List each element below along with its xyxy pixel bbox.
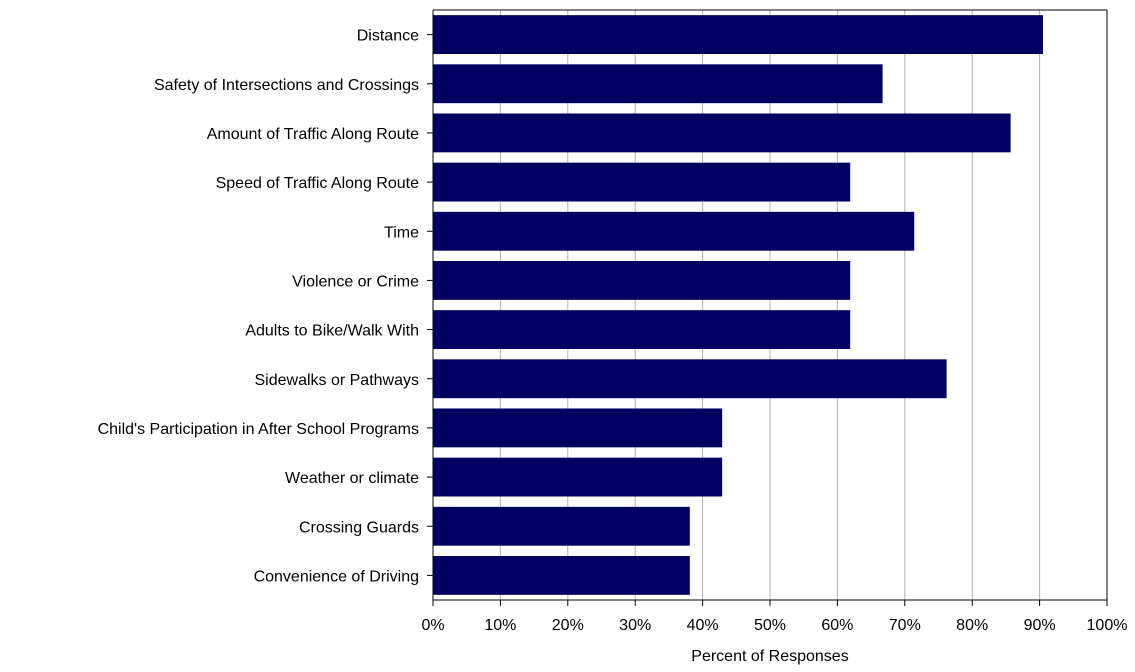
bar <box>433 113 1011 153</box>
bar <box>433 310 851 350</box>
category-labels: Distance Safety of Intersections and Cros… <box>98 28 420 586</box>
category-label: Child's Participation in After School Pr… <box>98 421 419 438</box>
category-label: Sidewalks or Pathways <box>254 372 419 389</box>
x-tick-label: 60% <box>821 617 853 634</box>
bar <box>433 64 883 104</box>
category-label: Convenience of Driving <box>254 568 419 585</box>
bar <box>433 457 723 497</box>
bar <box>433 555 690 595</box>
x-tick-label: 70% <box>889 617 921 634</box>
category-label: Safety of Intersections and Crossings <box>154 77 419 94</box>
bar <box>433 162 851 202</box>
x-axis-title: Percent of Responses <box>691 648 848 665</box>
category-label: Adults to Bike/Walk With <box>245 323 419 340</box>
x-tick-label: 20% <box>552 617 584 634</box>
bars <box>433 15 1043 595</box>
category-label: Violence or Crime <box>292 273 419 290</box>
category-label: Amount of Traffic Along Route <box>207 126 419 143</box>
category-label: Crossing Guards <box>299 519 419 536</box>
bar <box>433 359 947 399</box>
bar <box>433 506 690 546</box>
x-tick-label: 80% <box>956 617 988 634</box>
category-label: Speed of Traffic Along Route <box>216 175 420 192</box>
category-label: Distance <box>357 28 419 45</box>
x-tick-label: 40% <box>687 617 719 634</box>
x-tick-labels: 0% 10% 20% 30% 40% 50% 60% 70% 80% 90% 100% <box>421 617 1127 634</box>
bar <box>433 15 1043 55</box>
category-label: Weather or climate <box>285 470 419 487</box>
bar <box>433 260 851 300</box>
x-tick-label: 100% <box>1087 617 1128 634</box>
x-tick-label: 50% <box>754 617 786 634</box>
bar <box>433 211 915 251</box>
axes <box>427 9 1108 606</box>
x-tick-label: 0% <box>421 617 444 634</box>
x-tick-label: 30% <box>619 617 651 634</box>
x-tick-label: 10% <box>484 617 516 634</box>
x-tick-label: 90% <box>1024 617 1056 634</box>
category-label: Time <box>384 224 419 241</box>
bar <box>433 408 723 448</box>
